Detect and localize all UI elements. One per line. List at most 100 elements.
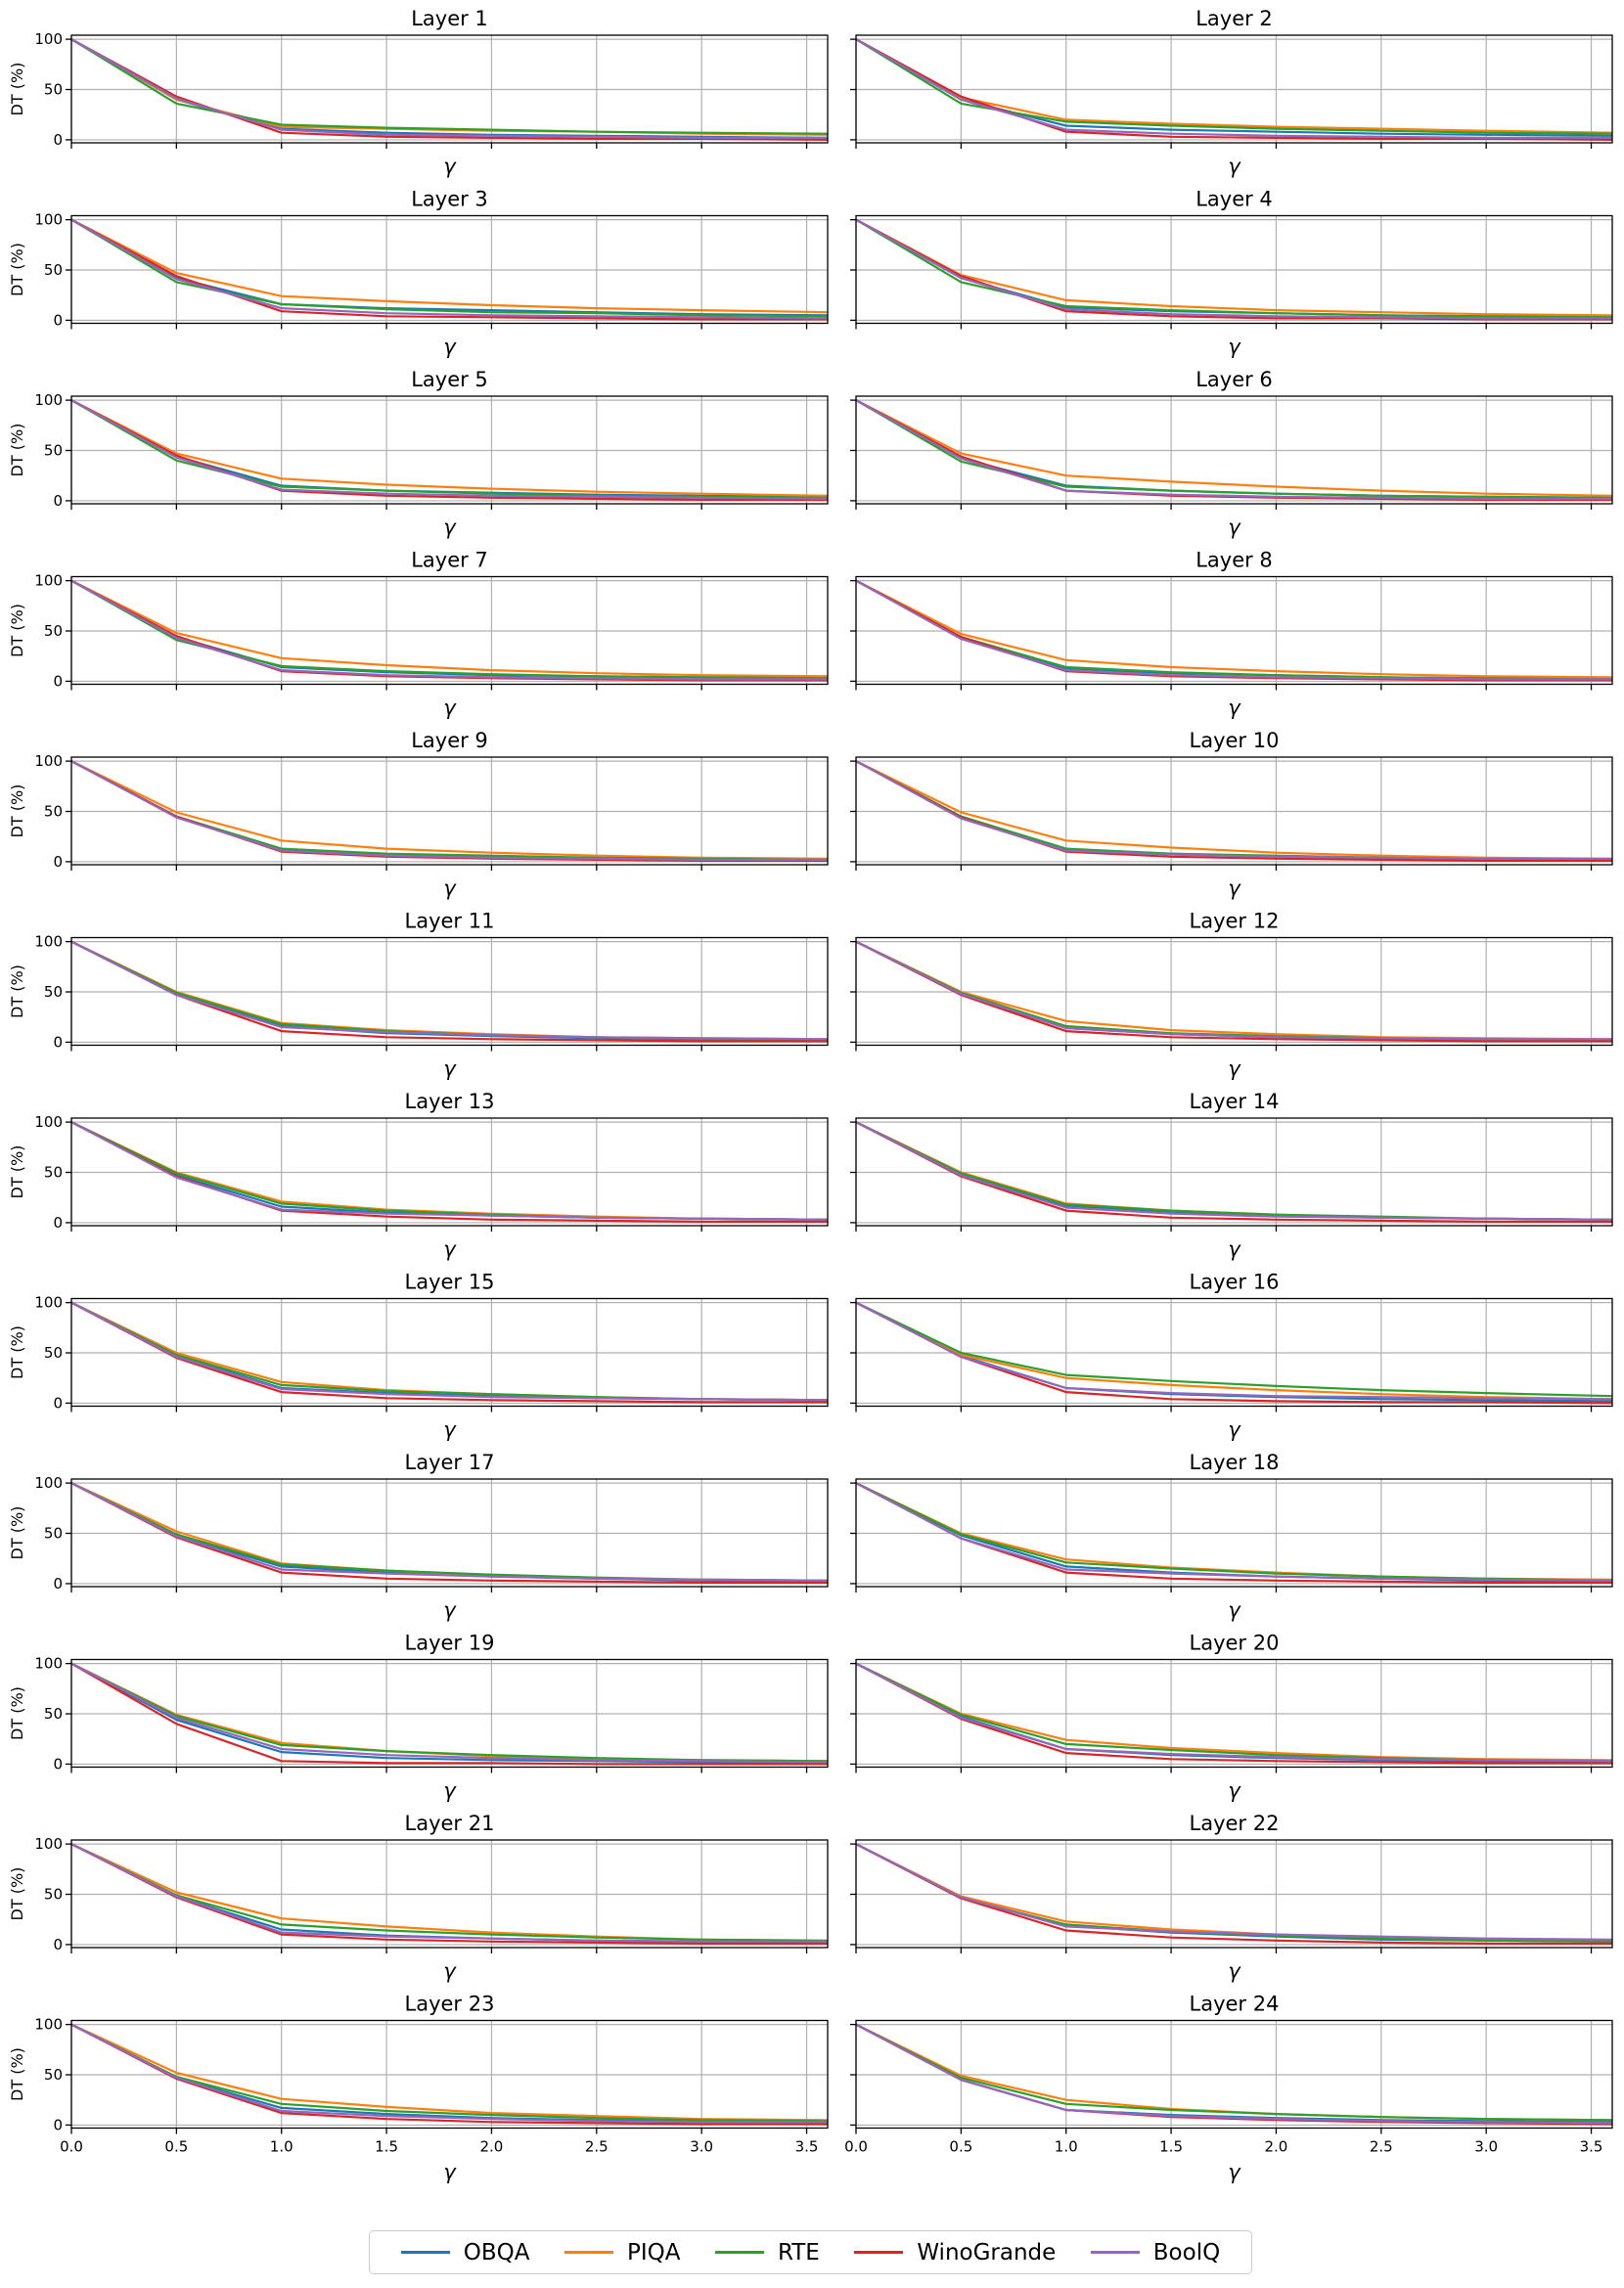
series-line-rte — [71, 38, 828, 135]
series-line-rte — [71, 2023, 828, 2123]
y-axis-label: DT (%) — [8, 1686, 26, 1740]
y-tick-label: 100 — [34, 752, 63, 770]
series-line-boolq — [71, 2023, 828, 2124]
y-tick-label: 50 — [44, 81, 63, 99]
subplot: 0 50 100 Layer 21 γ DT (%) — [8, 1812, 829, 1983]
series-line-piqa — [856, 1843, 1612, 1942]
series-line-winogrande — [71, 38, 828, 141]
series-line-piqa — [856, 38, 1612, 134]
x-axis-label: γ — [443, 876, 457, 900]
subplot: Layer 16 γ — [850, 1271, 1613, 1442]
legend-item: RTE — [714, 2240, 820, 2266]
x-tick-label: 0.5 — [164, 2138, 188, 2156]
series-line-rte — [71, 940, 828, 1042]
subplot: Layer 18 γ — [850, 1451, 1613, 1622]
legend-label: WinoGrande — [917, 2239, 1057, 2266]
subplot: 0 50 100 Layer 17 γ DT (%) — [8, 1451, 829, 1622]
subplot-title: Layer 9 — [411, 729, 488, 752]
subplot-title: Layer 7 — [411, 549, 488, 572]
subplot: Layer 8 γ — [850, 549, 1613, 720]
series-line-obqa — [71, 218, 828, 317]
legend-item: PIQA — [564, 2240, 680, 2266]
series-line-rte — [71, 1301, 828, 1402]
series-line-obqa — [856, 218, 1612, 319]
series-line-obqa — [71, 1121, 828, 1221]
series-line-winogrande — [856, 1662, 1612, 1765]
series-line-obqa — [71, 1301, 828, 1402]
series-line-rte — [71, 399, 828, 499]
x-axis-label: γ — [1228, 876, 1241, 900]
series-line-obqa — [71, 38, 828, 139]
x-axis-label: γ — [1228, 1779, 1241, 1803]
series-line-obqa — [856, 399, 1612, 499]
x-axis-label: γ — [443, 336, 457, 359]
subplot: 0 50 100 Layer 3 γ DT (%) — [8, 188, 829, 359]
series-line-boolq — [71, 1843, 828, 1943]
y-tick-label: 100 — [34, 1474, 63, 1492]
y-tick-label: 50 — [44, 1525, 63, 1543]
series-line-boolq — [71, 399, 828, 500]
x-tick-label: 0.0 — [60, 2138, 83, 2156]
series-line-obqa — [856, 1482, 1612, 1583]
series-line-piqa — [856, 1121, 1612, 1221]
subplot-title: Layer 14 — [1190, 1090, 1280, 1113]
series-line-obqa — [71, 1482, 828, 1583]
series-line-rte — [856, 1482, 1612, 1582]
series-line-obqa — [856, 2023, 1612, 2124]
series-line-boolq — [856, 1301, 1612, 1401]
y-tick-label: 100 — [34, 30, 63, 48]
y-tick-label: 50 — [44, 1705, 63, 1723]
y-tick-label: 100 — [34, 391, 63, 409]
x-axis-label: γ — [1228, 696, 1241, 720]
legend-swatch — [854, 2251, 904, 2254]
subplot: Layer 20 γ — [850, 1632, 1613, 1803]
y-axis-label: DT (%) — [8, 785, 26, 838]
y-tick-label: 0 — [53, 853, 63, 871]
subplot-title: Layer 3 — [411, 188, 488, 211]
x-tick-label: 1.0 — [270, 2138, 293, 2156]
series-line-boolq — [856, 579, 1612, 681]
subplot-title: Layer 24 — [1190, 1993, 1280, 2016]
series-line-boolq — [856, 940, 1612, 1041]
series-line-obqa — [856, 760, 1612, 861]
y-axis-label: DT (%) — [8, 1325, 26, 1379]
series-line-obqa — [856, 1301, 1612, 1403]
series-line-rte — [856, 1843, 1612, 1943]
subplot: 0.0 0.5 1.0 1.5 2.0 2.5 3.0 3.5 0 50 100 Layer 23 γ D… — [8, 1993, 829, 2184]
series-line-piqa — [71, 2023, 828, 2122]
x-axis-label: γ — [443, 1237, 457, 1261]
y-tick-label: 50 — [44, 1344, 63, 1362]
series-line-boolq — [856, 1662, 1612, 1763]
series-line-boolq — [71, 1662, 828, 1764]
x-axis-label: γ — [443, 1418, 457, 1442]
x-axis-label: γ — [1228, 1237, 1241, 1261]
series-line-boolq — [71, 38, 828, 139]
series-line-rte — [71, 760, 828, 861]
subplot: Layer 10 γ — [850, 729, 1613, 900]
series-line-obqa — [71, 579, 828, 680]
series-line-rte — [71, 1843, 828, 1942]
subplot: 0 50 100 Layer 19 γ DT (%) — [8, 1632, 829, 1803]
y-tick-label: 100 — [34, 1113, 63, 1131]
y-tick-label: 0 — [53, 1033, 63, 1051]
x-tick-label: 3.0 — [690, 2138, 713, 2156]
y-axis-label: DT (%) — [8, 424, 26, 477]
y-tick-label: 50 — [44, 1886, 63, 1904]
series-line-obqa — [856, 579, 1612, 681]
legend-swatch — [714, 2251, 764, 2254]
legend-swatch — [564, 2251, 613, 2254]
series-line-boolq — [71, 1121, 828, 1221]
x-axis-label: γ — [443, 1598, 457, 1622]
x-tick-label: 3.5 — [1580, 2138, 1603, 2156]
y-axis-label: DT (%) — [8, 2047, 26, 2101]
x-axis-label: γ — [443, 696, 457, 720]
series-line-piqa — [71, 1662, 828, 1763]
series-line-piqa — [856, 218, 1612, 317]
y-tick-label: 100 — [34, 1655, 63, 1673]
series-line-obqa — [71, 399, 828, 498]
series-line-piqa — [856, 579, 1612, 679]
subplot: 0 50 100 Layer 7 γ DT (%) — [8, 549, 829, 720]
series-line-winogrande — [71, 218, 828, 321]
